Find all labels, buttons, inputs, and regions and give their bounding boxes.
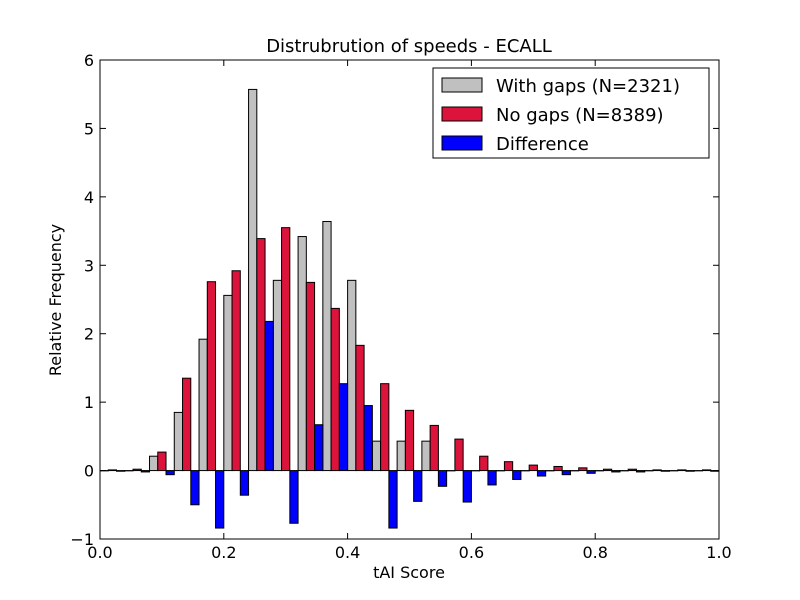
y-tick-label: 3	[84, 256, 94, 275]
bar-no-gaps-1	[132, 468, 142, 472]
bar-with-gaps-7	[272, 279, 283, 472]
legend-label-with-gaps: With gaps (N=2321)	[496, 76, 680, 97]
legend-label-no-gaps: No gaps (N=8389)	[496, 105, 664, 126]
bar-no-gaps-14	[454, 438, 464, 472]
axes: 0.0 0.2 0.4 0.6 0.8 1.0 −1 0 1 2 3 4 5 6	[70, 51, 731, 562]
x-tick-label: 1.0	[706, 543, 731, 562]
bar-difference-19	[586, 470, 596, 474]
bar-with-gaps-4	[198, 338, 208, 472]
bar-difference-5	[239, 470, 250, 496]
y-tick-label: 2	[84, 325, 94, 344]
bar-no-gaps-4	[206, 281, 217, 472]
bar-difference-4	[215, 470, 225, 529]
bar-no-gaps-21	[627, 468, 637, 472]
bar-with-gaps-13	[421, 440, 431, 472]
y-tick-label: 0	[84, 462, 94, 481]
bar-difference-8	[314, 424, 324, 472]
plot-frame	[99, 59, 720, 540]
bar-difference-17	[536, 470, 547, 477]
bar-no-gaps-16	[503, 461, 514, 472]
bar-no-gaps-19	[578, 467, 588, 472]
bar-difference-7	[289, 470, 299, 524]
legend-swatch-no-gaps	[441, 106, 483, 122]
y-axis-label: Relative Frequency	[46, 224, 65, 376]
bar-difference-14	[462, 470, 472, 503]
bar-no-gaps-7	[281, 227, 291, 472]
y-tick-label: 5	[84, 119, 94, 138]
bar-no-gaps-17	[528, 464, 538, 472]
bar-no-gaps-3	[182, 377, 192, 472]
bar-difference-18	[561, 470, 571, 476]
legend-swatch-difference	[441, 135, 483, 151]
bar-difference-2	[165, 470, 175, 476]
bar-no-gaps-6	[256, 238, 266, 472]
bar-with-gaps-11	[371, 440, 382, 472]
bar-difference-15	[487, 470, 497, 486]
bar-no-gaps-2	[157, 451, 167, 472]
bar-difference-1	[140, 470, 151, 473]
bar-difference-0	[116, 470, 126, 472]
bar-with-gaps-9	[322, 220, 332, 472]
bar-no-gaps-9	[330, 307, 340, 472]
bar-difference-21	[635, 470, 646, 473]
bar-difference-10	[363, 405, 373, 472]
y-tick-label: −1	[70, 530, 94, 549]
bar-no-gaps-22	[652, 469, 662, 472]
bar-difference-11	[388, 470, 398, 529]
x-tick-label: 0.6	[459, 543, 484, 562]
bar-no-gaps-5	[231, 270, 241, 472]
bar-difference-6	[264, 320, 274, 472]
bar-with-gaps-5	[223, 294, 233, 472]
bar-with-gaps-2	[149, 455, 159, 472]
bar-no-gaps-20	[602, 468, 613, 472]
bar-no-gaps-12	[404, 409, 415, 472]
bar-difference-3	[190, 470, 200, 506]
bar-difference-13	[437, 470, 448, 487]
legend: With gaps (N=2321) No gaps (N=8389) Diff…	[432, 67, 710, 159]
legend-label-difference: Difference	[496, 134, 589, 155]
x-axis-label: tAI Score	[373, 563, 445, 582]
bar-with-gaps-10	[347, 279, 357, 472]
y-tick-label: 1	[84, 393, 94, 412]
bar-with-gaps-6	[248, 88, 258, 472]
bar-no-gaps-23	[677, 469, 687, 472]
bar-with-gaps-8	[297, 236, 307, 472]
bar-no-gaps-11	[380, 383, 390, 472]
bar-no-gaps-10	[355, 344, 365, 472]
bar-difference-16	[512, 470, 522, 480]
bar-no-gaps-8	[305, 281, 316, 472]
y-tick-label: 4	[84, 188, 94, 207]
x-tick-label: 0.8	[582, 543, 607, 562]
bar-difference-9	[338, 383, 349, 472]
bar-no-gaps-0	[107, 469, 117, 472]
legend-swatch-with-gaps	[441, 77, 483, 93]
bar-difference-20	[611, 470, 621, 473]
x-tick-label: 0.2	[211, 543, 236, 562]
bar-with-gaps-3	[173, 411, 184, 472]
x-tick-label: 0.0	[87, 543, 112, 562]
y-tick-label: 6	[84, 51, 94, 70]
bar-no-gaps-15	[479, 455, 489, 472]
bar-difference-12	[413, 470, 423, 502]
bar-difference-23	[685, 470, 695, 472]
bar-with-gaps-12	[396, 440, 406, 472]
bar-no-gaps-18	[553, 465, 563, 472]
chart-title: Distrubrution of speeds - ECALL	[266, 36, 552, 57]
bar-difference-22	[660, 470, 670, 472]
bar-no-gaps-24	[701, 469, 712, 472]
x-tick-label: 0.4	[335, 543, 360, 562]
bar-no-gaps-13	[429, 424, 439, 472]
bars	[99, 88, 720, 529]
